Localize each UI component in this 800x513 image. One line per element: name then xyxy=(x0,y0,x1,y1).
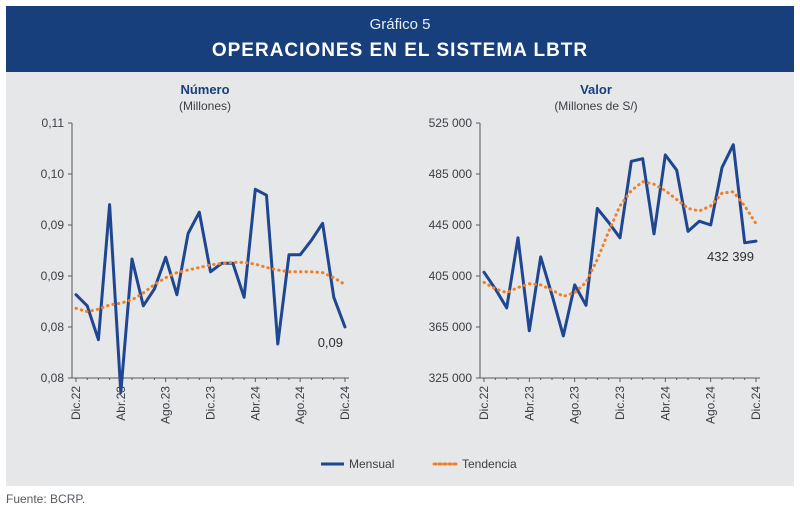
left-x-tick-label: Dic.23 xyxy=(204,386,218,420)
left-y-tick-label: 0,10 xyxy=(41,167,65,181)
left-y-tick-label: 0,08 xyxy=(41,320,65,334)
right-series-monthly xyxy=(482,143,758,338)
right-x-tick-label: Abr.23 xyxy=(522,386,536,421)
charts-svg: Número (Millones) Valor (Millones de S/)… xyxy=(41,82,763,471)
right-y-tick-label: 485 000 xyxy=(429,167,473,181)
right-x-tick-label: Ago.23 xyxy=(568,386,582,424)
left-y-tick-label: 0,09 xyxy=(41,218,65,232)
left-chart-subtitle: (Millones) xyxy=(179,99,231,113)
left-x-tick-label: Dic.24 xyxy=(338,386,352,420)
left-x-tick-label: Dic.22 xyxy=(69,386,83,420)
left-x-tick-label: Abr.23 xyxy=(114,386,128,421)
right-y-tick-label: 325 000 xyxy=(429,371,473,385)
source-note: Fuente: BCRP. xyxy=(6,492,86,506)
left-x-tick-label: Ago.23 xyxy=(159,386,173,424)
chart-header: Gráfico 5 OPERACIONES EN EL SISTEMA LBTR xyxy=(6,6,794,72)
legend-monthly-label: Mensual xyxy=(349,457,394,471)
right-x-tick-label: Dic.23 xyxy=(613,386,627,420)
right-y-tick-label: 405 000 xyxy=(429,269,473,283)
right-y-tick-label: 445 000 xyxy=(429,218,473,232)
legend-trend-label: Tendencia xyxy=(462,457,517,471)
chart-panel: Número (Millones) Valor (Millones de S/)… xyxy=(6,72,794,486)
right-x-tick-label: Abr.24 xyxy=(658,386,672,421)
left-x-tick-label: Ago.24 xyxy=(293,386,307,424)
right-end-value-label: 432 399 xyxy=(707,249,754,264)
plot-layer: 0,11 0,10 0,09 0,09 0,08 0,08 Dic.22 Abr.23 Ago.… xyxy=(41,116,763,424)
right-chart-subtitle: (Millones de S/) xyxy=(554,99,637,113)
right-y-tick-label: 365 000 xyxy=(429,320,473,334)
left-y-tick-label: 0,08 xyxy=(41,371,65,385)
right-x-tick-label: Ago.24 xyxy=(704,386,718,424)
left-y-tick-label: 0,09 xyxy=(41,269,65,283)
left-series-trend xyxy=(74,260,347,314)
left-end-value-label: 0,09 xyxy=(318,335,343,350)
left-y-tick-label: 0,11 xyxy=(42,116,65,130)
right-series-trend xyxy=(482,180,758,298)
right-chart-title: Valor xyxy=(580,82,612,97)
chart-kicker: Gráfico 5 xyxy=(369,16,431,33)
right-x-tick-label: Dic.22 xyxy=(477,386,491,420)
left-x-tick-label: Abr.24 xyxy=(248,386,262,421)
right-y-tick-label: 525 000 xyxy=(429,116,473,130)
left-chart-title: Número xyxy=(180,82,229,97)
chart-title: OPERACIONES EN EL SISTEMA LBTR xyxy=(211,40,589,61)
left-series-monthly xyxy=(74,187,347,394)
right-x-tick-label: Dic.24 xyxy=(749,386,763,420)
